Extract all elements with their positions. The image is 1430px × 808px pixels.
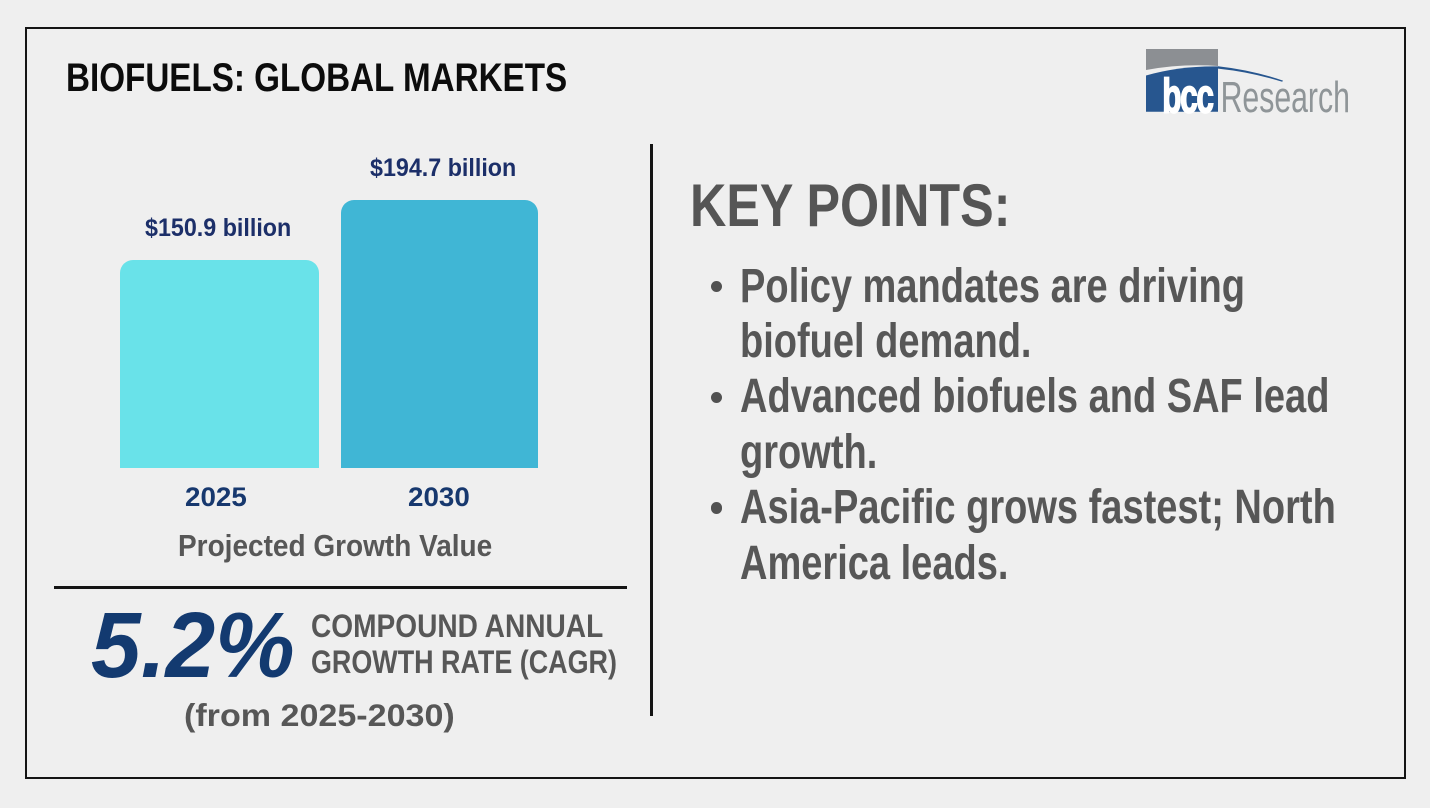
svg-text:Research: Research [1221,74,1350,114]
svg-text:bcc: bcc [1162,71,1213,114]
